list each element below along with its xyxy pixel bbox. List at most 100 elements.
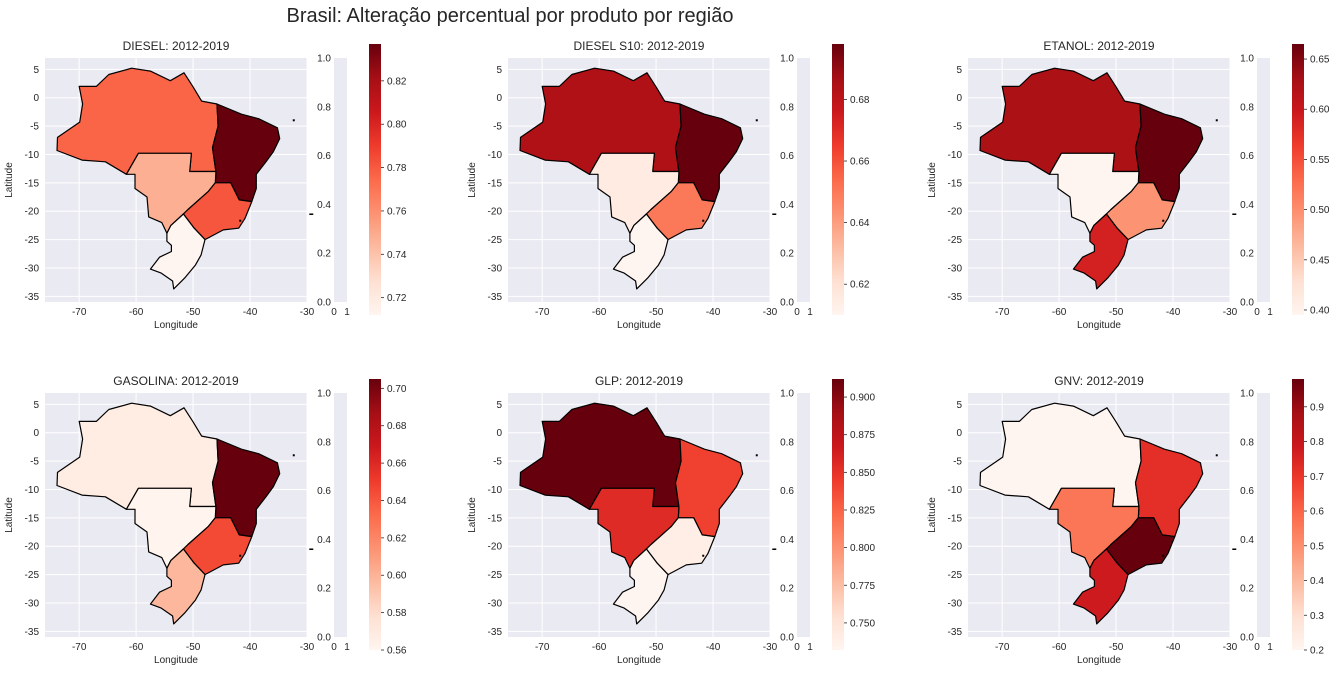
y-tick-label: 0 — [33, 428, 39, 439]
aux-y-tick-label: 0.8 — [1240, 102, 1254, 113]
x-tick-label: -70 — [995, 642, 1010, 653]
y-tick-label: -15 — [25, 178, 40, 189]
aux-y-tick-label: 1.0 — [317, 54, 331, 65]
island-marker — [772, 548, 777, 550]
colorbar-tick-label: 0.800 — [850, 543, 875, 554]
y-tick-label: -35 — [948, 627, 963, 638]
y-tick-label: -30 — [25, 263, 40, 274]
aux-y-tick-label: 1.0 — [780, 389, 794, 400]
y-tick-label: 0 — [956, 428, 962, 439]
colorbar-tick-label: 0.62 — [387, 533, 407, 544]
colorbar — [369, 379, 381, 650]
y-tick-label: -10 — [488, 150, 503, 161]
panel-title: DIESEL S10: 2012-2019 — [574, 39, 705, 53]
colorbar-tick-label: 0.80 — [387, 120, 407, 131]
colorbar-tick-label: 0.3 — [1310, 611, 1324, 622]
panel-title: ETANOL: 2012-2019 — [1043, 39, 1155, 53]
aux-x-tick-label: 0 — [331, 642, 337, 653]
colorbar-tick-label: 0.58 — [387, 608, 407, 619]
aux-y-tick-label: 0.0 — [317, 633, 331, 644]
aux-x-tick-label: 0 — [794, 642, 800, 653]
region-nordeste — [674, 103, 744, 203]
y-tick-label: -10 — [948, 485, 963, 496]
island-marker — [702, 219, 705, 222]
x-axis-label: Longitude — [1077, 320, 1121, 331]
colorbar-tick-label: 0.76 — [387, 206, 407, 217]
region-nordeste — [1134, 103, 1204, 203]
colorbar-tick-label: 0.775 — [850, 581, 875, 592]
colorbar-tick-label: 0.72 — [387, 293, 407, 304]
island-marker — [292, 454, 295, 457]
aux-y-tick-label: 0.4 — [317, 200, 331, 211]
region-nordeste — [1134, 438, 1204, 538]
island-marker — [1162, 219, 1165, 222]
aux-x-tick-label: 1 — [807, 642, 813, 653]
y-tick-label: -15 — [25, 513, 40, 524]
y-tick-label: -25 — [488, 235, 503, 246]
aux-y-tick-label: 0.0 — [780, 633, 794, 644]
x-tick-label: -60 — [1052, 642, 1067, 653]
island-marker — [292, 119, 295, 122]
panel-title: GASOLINA: 2012-2019 — [113, 374, 239, 388]
aux-x-tick-label: 0 — [331, 307, 337, 318]
colorbar — [832, 44, 844, 315]
panel-title: DIESEL: 2012-2019 — [123, 39, 230, 53]
y-tick-label: -20 — [488, 207, 503, 218]
x-axis-label: Longitude — [617, 655, 661, 666]
aux-x-tick-label: 0 — [1254, 642, 1260, 653]
region-sul — [1072, 548, 1129, 625]
colorbar-tick-label: 0.78 — [387, 163, 407, 174]
y-tick-label: -15 — [948, 513, 963, 524]
map-panel: -70 -60 -50 -40 -30 5 0 -5 -10 -15 -20 -25 -30 -35 Lon… — [927, 374, 1324, 666]
colorbar-tick-label: 0.74 — [387, 250, 407, 261]
aux-x-tick-label: 1 — [344, 642, 350, 653]
y-tick-label: -10 — [25, 485, 40, 496]
colorbar-tick-label: 0.66 — [850, 157, 870, 168]
colorbar-tick-label: 0.65 — [1310, 55, 1330, 66]
aux-y-tick-label: 0.4 — [780, 535, 794, 546]
aux-y-tick-label: 0.8 — [317, 437, 331, 448]
x-tick-label: -30 — [1223, 307, 1238, 318]
y-tick-label: -20 — [25, 207, 40, 218]
y-axis-label: Latitude — [927, 497, 938, 533]
aux-y-tick-label: 0.0 — [1240, 633, 1254, 644]
y-tick-label: -15 — [488, 178, 503, 189]
map-panel: -70 -60 -50 -40 -30 5 0 -5 -10 -15 -20 -25 -30 -35 Lon… — [467, 374, 875, 666]
island-marker — [1232, 548, 1237, 550]
region-nordeste — [211, 438, 281, 538]
aux-y-tick-label: 1.0 — [1240, 389, 1254, 400]
colorbar-tick-label: 0.825 — [850, 505, 875, 516]
y-tick-label: -35 — [25, 292, 40, 303]
y-axis-label: Latitude — [4, 497, 15, 533]
y-tick-label: -30 — [25, 598, 40, 609]
x-tick-label: -50 — [186, 307, 201, 318]
island-marker — [755, 454, 758, 457]
x-tick-label: -30 — [300, 307, 315, 318]
aux-y-tick-label: 0.8 — [780, 102, 794, 113]
colorbar-tick-label: 0.56 — [387, 646, 407, 657]
map-panel: -70 -60 -50 -40 -30 5 0 -5 -10 -15 -20 -25 -30 -35 Lon… — [4, 374, 407, 666]
aux-axis — [797, 393, 810, 637]
colorbar — [832, 379, 844, 650]
aux-y-tick-label: 0.0 — [780, 298, 794, 309]
colorbar-tick-label: 0.875 — [850, 430, 875, 441]
y-tick-label: -5 — [30, 457, 39, 468]
y-tick-label: 5 — [33, 400, 39, 411]
y-tick-label: -5 — [953, 122, 962, 133]
region-sul — [149, 213, 206, 290]
y-tick-label: 0 — [33, 93, 39, 104]
aux-y-tick-label: 0.2 — [1240, 584, 1254, 595]
x-tick-label: -60 — [592, 307, 607, 318]
x-axis-label: Longitude — [154, 320, 198, 331]
y-tick-label: -30 — [488, 598, 503, 609]
y-axis-label: Latitude — [4, 162, 15, 198]
aux-x-tick-label: 1 — [1267, 642, 1273, 653]
map-panel: -70 -60 -50 -40 -30 5 0 -5 -10 -15 -20 -25 -30 -35 Lon… — [927, 39, 1330, 331]
colorbar-tick-label: 0.68 — [850, 95, 870, 106]
y-tick-label: 5 — [956, 400, 962, 411]
aux-x-tick-label: 0 — [1254, 307, 1260, 318]
colorbar-tick-label: 0.5 — [1310, 541, 1324, 552]
y-tick-label: 5 — [496, 65, 502, 76]
y-tick-label: 0 — [956, 93, 962, 104]
